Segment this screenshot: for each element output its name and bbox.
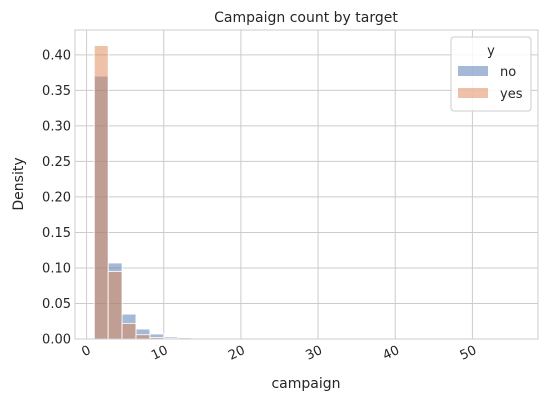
legend-swatch-yes [458,88,488,98]
y-tick-label-4: 0.20 [42,190,71,205]
x-tick-label-4: 40 [381,343,402,364]
y-tick-label-7: 0.35 [42,84,71,99]
chart-title: Campaign count by target [214,10,398,26]
grid-lines [75,30,538,340]
bar-yes-2 [121,322,137,340]
y-axis-label: Density [11,157,27,210]
y-tick-label-1: 0.05 [42,297,71,312]
bar-yes-3 [135,334,151,340]
legend-title: y [487,44,495,59]
bar-yes-0 [93,45,109,340]
y-tick-label-8: 0.40 [42,48,71,63]
bar-yes-1 [107,271,123,340]
x-tick-label-3: 30 [303,343,324,364]
legend-label-yes: yes [500,87,523,102]
y-tick-label-3: 0.15 [42,226,71,241]
legend-swatch-no [458,66,488,76]
legend: y no yes [450,36,532,112]
plot-area-border [74,29,539,340]
plot-frame [74,29,539,340]
x-tick-labels: 0 10 20 30 40 50 [79,343,479,364]
histogram-bars [93,45,234,340]
y-tick-labels: 0.00 0.05 0.10 0.15 0.20 0.25 0.30 0.35 0.40 [42,48,71,347]
y-tick-label-0: 0.00 [42,333,71,348]
y-tick-label-5: 0.25 [42,155,71,170]
x-tick-label-2: 20 [226,343,247,364]
x-axis-label: campaign [271,376,340,392]
x-tick-label-1: 10 [149,343,170,364]
x-tick-label-0: 0 [79,343,93,360]
legend-label-no: no [500,65,516,80]
y-tick-label-6: 0.30 [42,119,71,134]
y-tick-label-2: 0.10 [42,261,71,276]
x-tick-label-5: 50 [458,343,479,364]
